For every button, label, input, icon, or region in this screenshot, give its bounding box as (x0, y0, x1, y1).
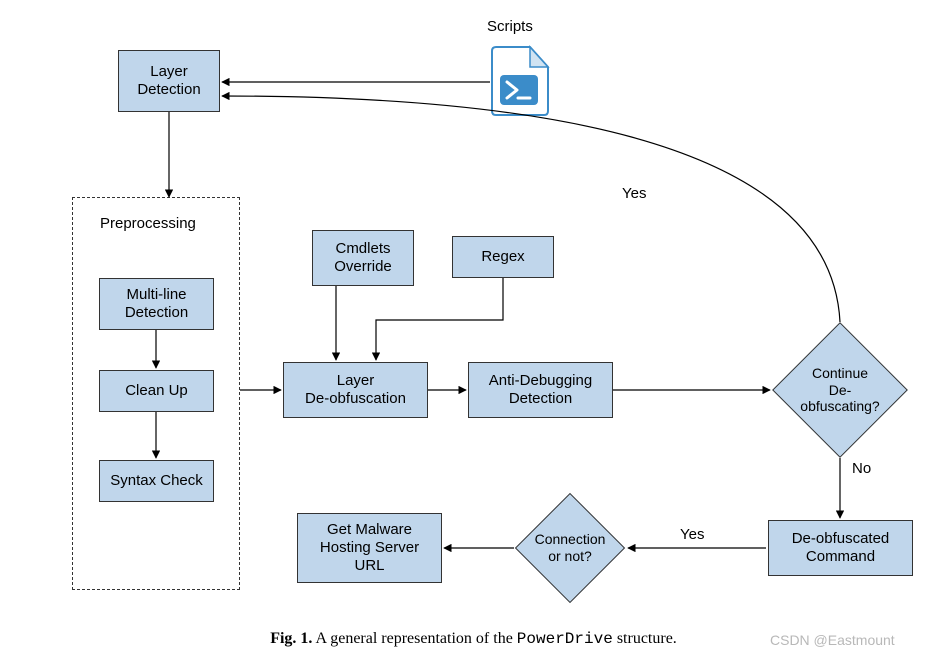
decision-label: Connectionor not? (531, 531, 609, 565)
node-cmdlets-override: CmdletsOverride (312, 230, 414, 286)
node-label: Syntax Check (110, 472, 203, 490)
node-label: CmdletsOverride (334, 240, 392, 276)
preprocessing-label: Preprocessing (100, 215, 196, 232)
node-get-url: Get MalwareHosting ServerURL (297, 513, 442, 583)
caption-mono: PowerDrive (517, 630, 613, 648)
node-label: LayerDe-obfuscation (305, 372, 406, 408)
powershell-icon (490, 45, 550, 117)
decision-connection: Connectionor not? (531, 509, 609, 587)
decision-continue: ContinueDe-obfuscating? (792, 342, 888, 438)
node-syntax-check: Syntax Check (99, 460, 214, 502)
edge-label-yes-conn: Yes (680, 526, 704, 543)
watermark-text: CSDN @Eastmount (770, 632, 895, 648)
scripts-label: Scripts (487, 18, 533, 35)
node-label: Get MalwareHosting ServerURL (320, 521, 419, 575)
node-label: LayerDetection (137, 63, 200, 99)
caption-prefix: Fig. 1. (270, 630, 312, 647)
caption-text: A general representation of the (316, 630, 513, 647)
node-layer-detection: LayerDetection (118, 50, 220, 112)
node-regex: Regex (452, 236, 554, 278)
node-layer-deobfuscation: LayerDe-obfuscation (283, 362, 428, 418)
node-cleanup: Clean Up (99, 370, 214, 412)
caption-suffix: structure. (617, 630, 677, 647)
edge-label-no: No (852, 460, 871, 477)
node-label: Regex (481, 248, 524, 266)
node-deobfuscated-command: De-obfuscatedCommand (768, 520, 913, 576)
decision-label: ContinueDe-obfuscating? (792, 365, 888, 415)
node-label: De-obfuscatedCommand (792, 530, 890, 566)
edge-label-yes-loop: Yes (622, 185, 646, 202)
node-label: Anti-DebuggingDetection (489, 372, 592, 408)
node-label: Multi-lineDetection (125, 286, 188, 322)
node-label: Clean Up (125, 382, 188, 400)
node-multiline-detection: Multi-lineDetection (99, 278, 214, 330)
node-antidebug-detection: Anti-DebuggingDetection (468, 362, 613, 418)
